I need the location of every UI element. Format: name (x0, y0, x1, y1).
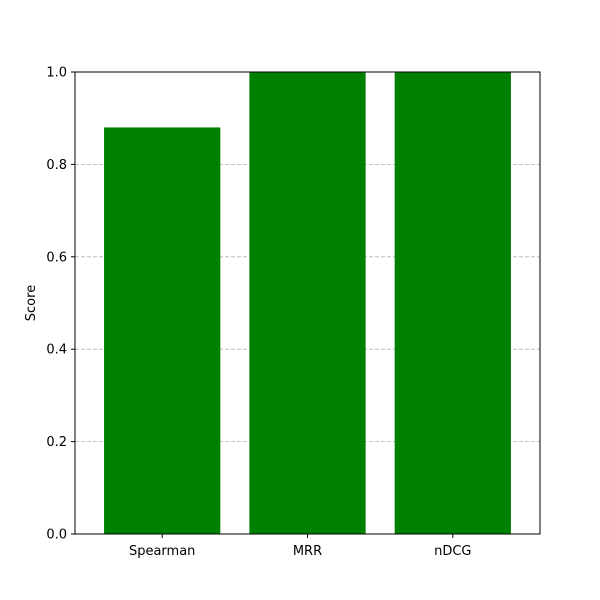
y-tick-label: 0.8 (46, 158, 67, 173)
y-axis-ticks: 0.0 0.2 0.4 0.6 0.8 1.0 (46, 66, 75, 543)
bar-ndcg (395, 72, 511, 534)
y-tick-label: 0.0 (46, 528, 67, 543)
x-axis-ticks: Spearman MRR nDCG (129, 534, 472, 559)
x-tick-label-mrr: MRR (293, 544, 322, 559)
y-tick-label: 0.2 (46, 435, 67, 450)
y-tick-label: 0.6 (46, 250, 67, 265)
x-tick-label-ndcg: nDCG (434, 544, 471, 559)
y-tick-label: 1.0 (46, 66, 67, 81)
bars (104, 72, 511, 534)
y-tick-label: 0.4 (46, 343, 67, 358)
bar-mrr (249, 72, 365, 534)
x-tick-label-spearman: Spearman (129, 544, 195, 559)
bar-spearman (104, 127, 220, 534)
y-axis-label: Score (24, 285, 39, 321)
